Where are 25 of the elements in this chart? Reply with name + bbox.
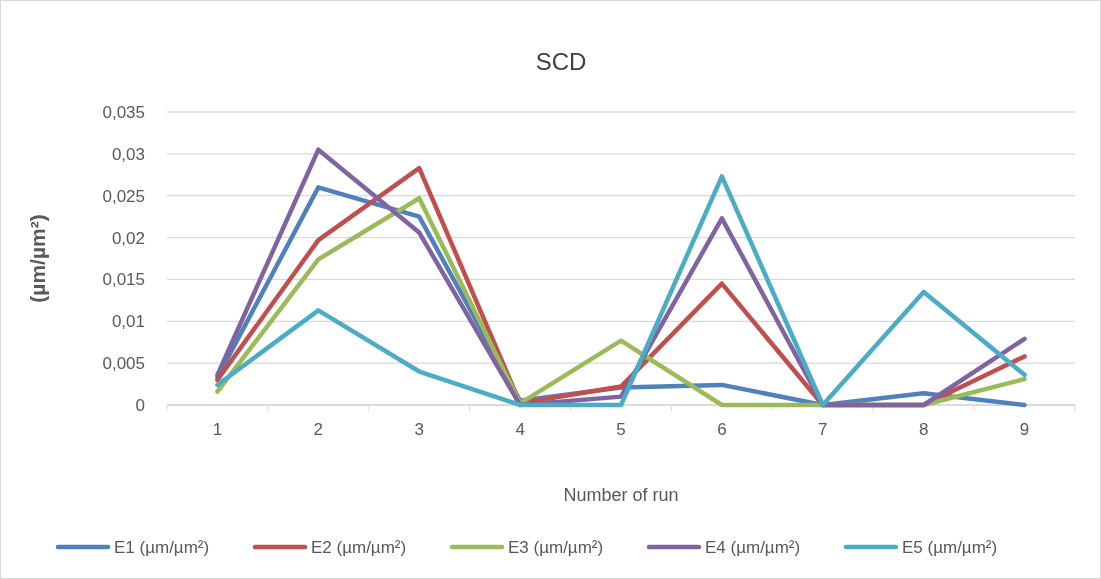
x-tick-label: 3	[414, 420, 424, 439]
legend-label: E3 (µm/µm²)	[508, 537, 604, 557]
y-axis-title: (µm/µm²)	[26, 214, 49, 303]
x-tick-label: 9	[1019, 420, 1030, 439]
y-tick-label: 0	[135, 395, 145, 415]
x-axis-title: Number of run	[563, 485, 679, 505]
x-tick-label: 2	[313, 420, 324, 439]
legend-label: E1 (µm/µm²)	[114, 537, 210, 557]
x-tick-label: 5	[616, 420, 626, 439]
x-tick-label: 7	[818, 420, 828, 439]
legend-label: E5 (µm/µm²)	[902, 537, 998, 557]
y-tick-label: 0,035	[102, 102, 145, 122]
y-tick-label: 0,02	[111, 228, 145, 248]
x-tick-label: 4	[515, 420, 525, 439]
y-tick-label: 0,015	[102, 270, 145, 290]
legend-label: E4 (µm/µm²)	[705, 537, 801, 557]
y-tick-label: 0,005	[102, 354, 145, 374]
legend-label: E2 (µm/µm²)	[311, 537, 407, 557]
y-tick-label: 0,025	[102, 186, 145, 206]
y-tick-label: 0,03	[111, 144, 145, 164]
x-tick-label: 6	[717, 420, 727, 439]
x-tick-label: 1	[212, 420, 223, 439]
x-tick-label: 8	[918, 420, 929, 439]
chart-title: SCD	[535, 48, 587, 75]
y-tick-label: 0,01	[111, 312, 145, 332]
